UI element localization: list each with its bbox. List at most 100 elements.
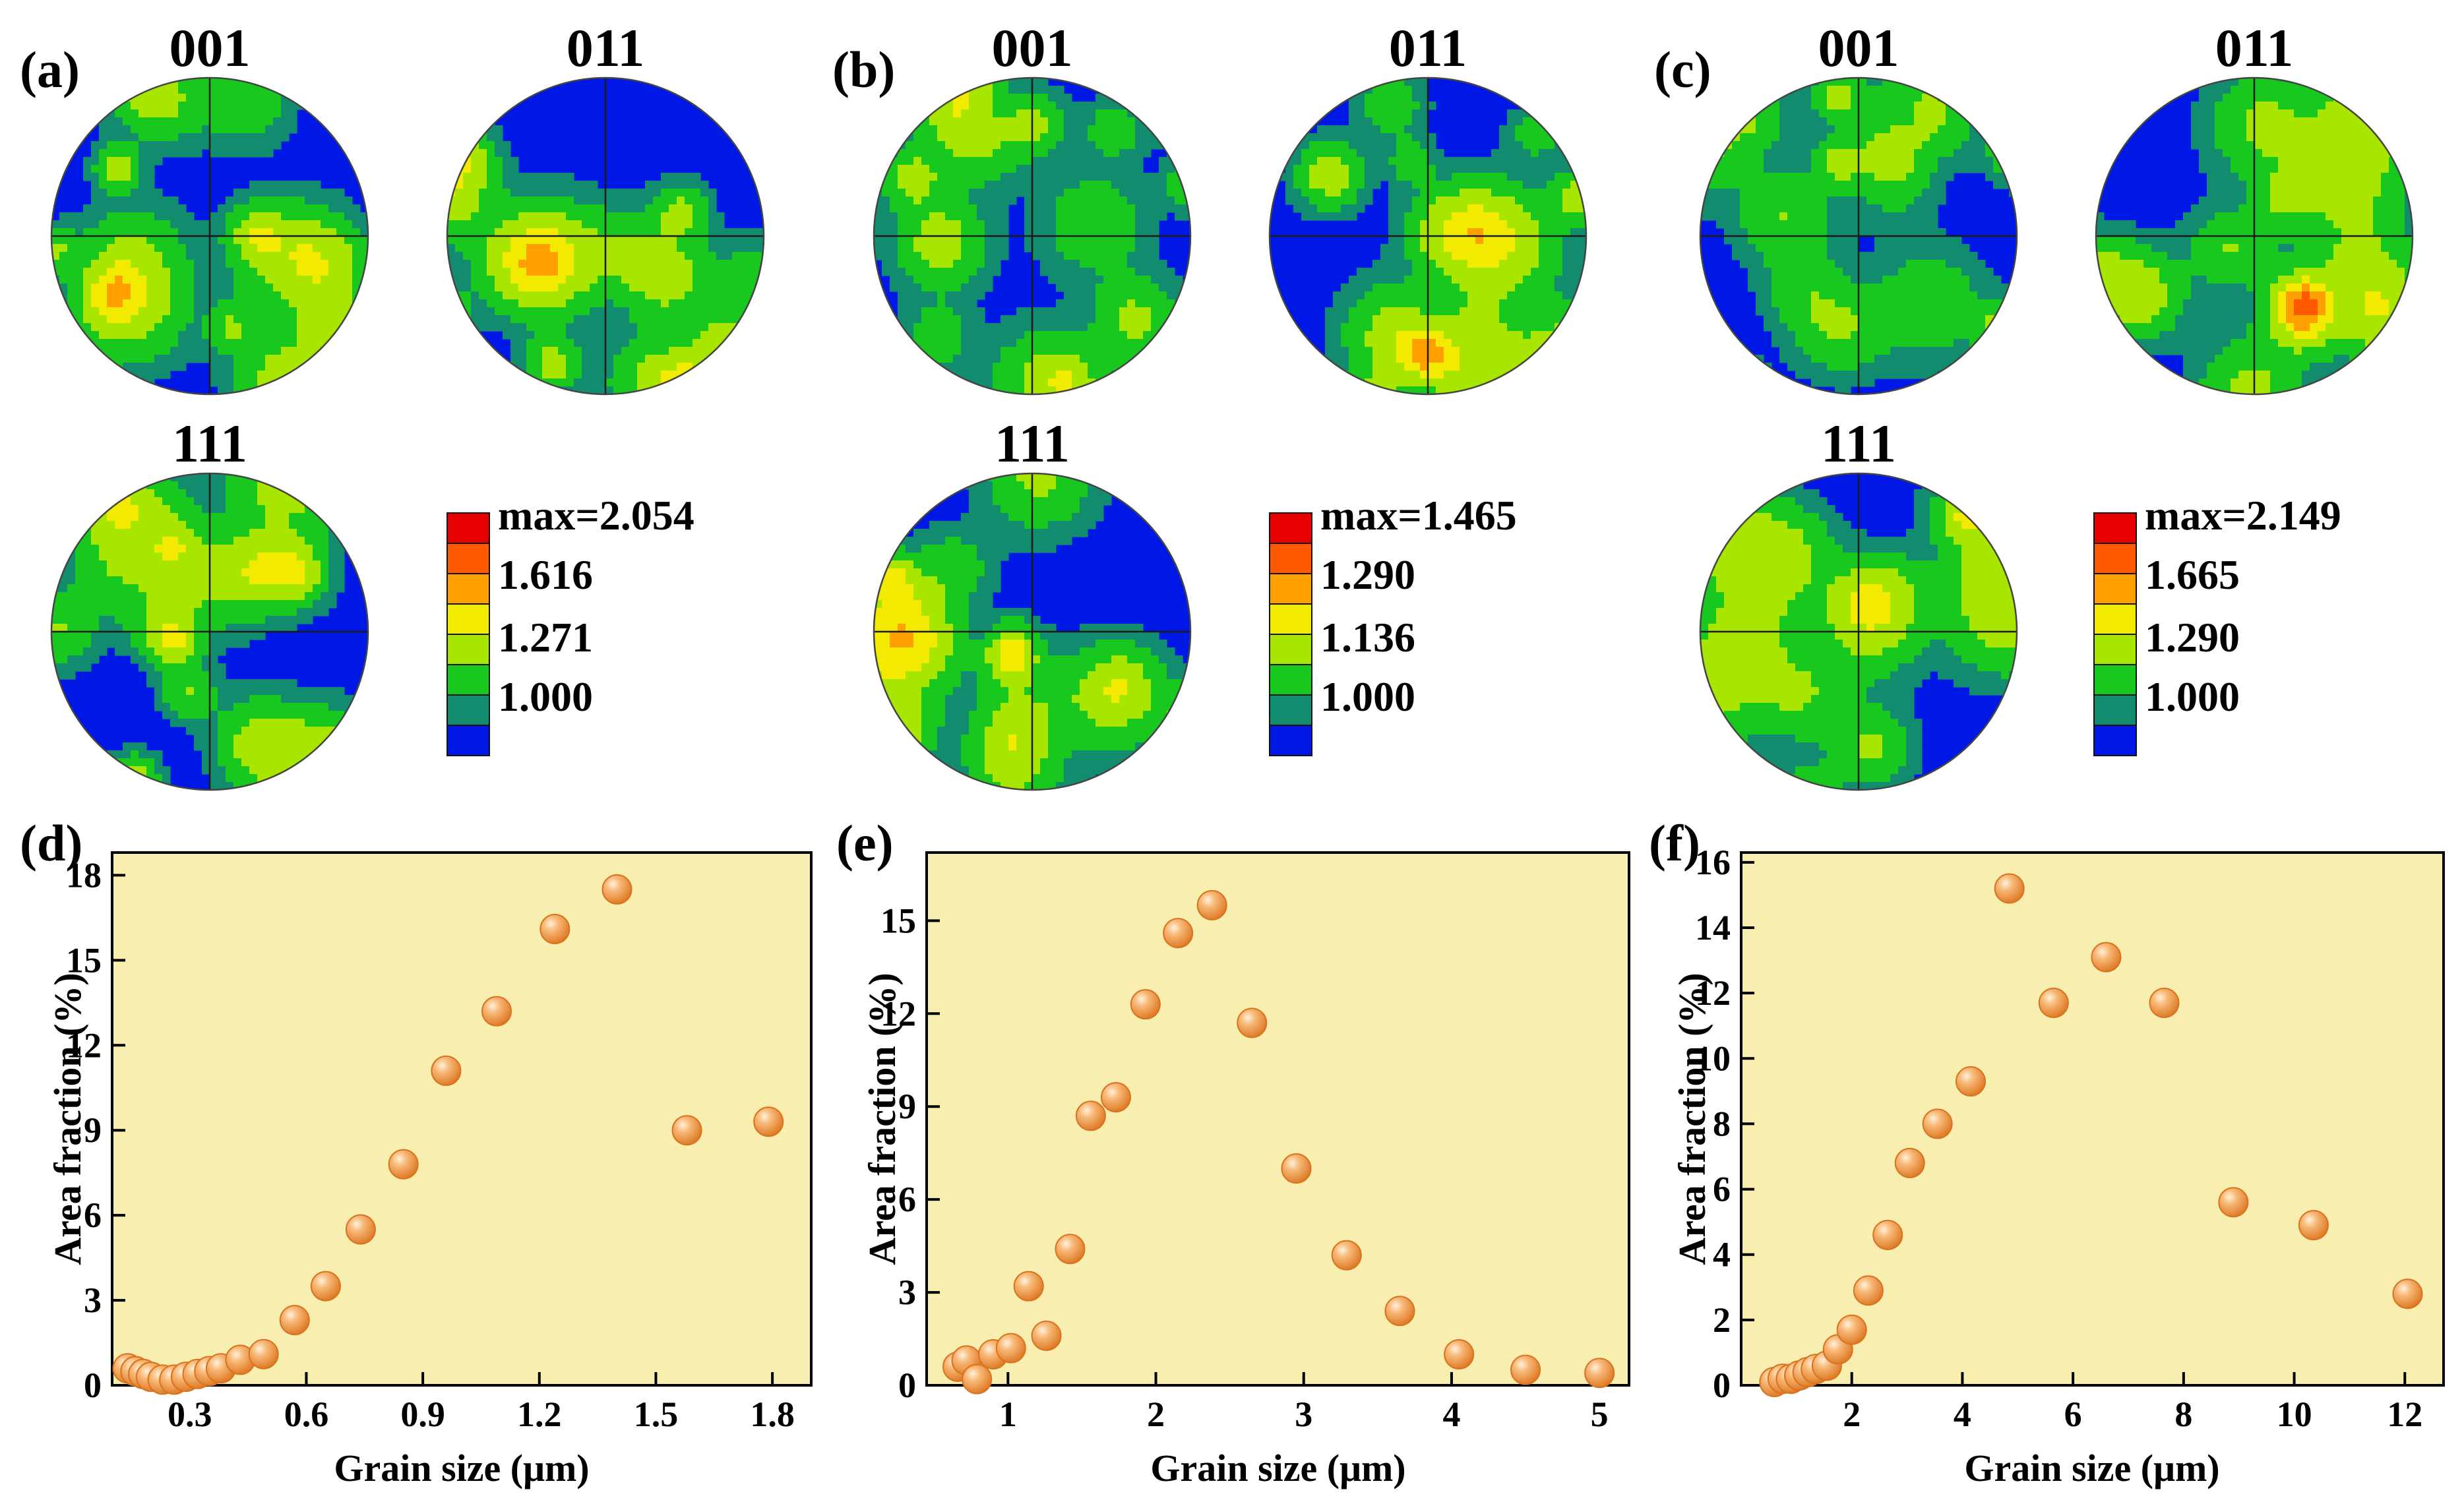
data-point [1872, 1219, 1903, 1250]
x-tick-label: 4 [1442, 1395, 1460, 1434]
x-tick-label: 4 [1954, 1395, 1971, 1434]
legend-swatch [2093, 725, 2137, 756]
legend-label-3: 1.136 [1320, 614, 1415, 661]
pole-figure-011 [2095, 76, 2414, 396]
y-tick-label: 12 [66, 1025, 102, 1065]
data-point [2392, 1278, 2423, 1309]
y-tick-label: 0 [898, 1366, 916, 1405]
x-tick-label: 10 [2277, 1395, 2312, 1434]
y-tick-label: 6 [84, 1195, 102, 1235]
y-tick-label: 15 [880, 901, 916, 940]
legend-swatch [447, 573, 490, 605]
x-tick-label: 12 [2387, 1395, 2422, 1434]
y-tick-label: 18 [66, 855, 102, 895]
pole-figure-title-011: 011 [1389, 18, 1467, 78]
y-tick-label: 10 [1695, 1038, 1731, 1078]
legend-swatch [1269, 664, 1312, 696]
legend-swatch [2093, 512, 2137, 544]
x-tick-label: 3 [1295, 1395, 1312, 1434]
data-point [2298, 1210, 2329, 1241]
legend-swatch [2093, 573, 2137, 605]
data-point [1853, 1275, 1884, 1306]
panel-label: (f) [1649, 814, 1700, 872]
panel-label: (d) [20, 814, 82, 872]
data-point [1130, 989, 1161, 1020]
data-point [1281, 1153, 1312, 1184]
panel-label: (c) [1654, 41, 1711, 98]
x-tick-label: 0.9 [400, 1395, 445, 1434]
y-axis-label: Area fraction (%) [46, 973, 89, 1265]
data-point [2218, 1187, 2249, 1218]
pole-figure-panel-b: (b) 001 011 111 max=1.465 1.290 1.136 1.… [832, 18, 1587, 791]
x-tick-label: 5 [1591, 1395, 1609, 1434]
pole-figure-001 [50, 76, 369, 396]
legend-swatch [1269, 725, 1312, 756]
legend-swatch [447, 664, 490, 696]
legend-swatch [447, 512, 490, 544]
data-point [1994, 873, 2025, 904]
x-tick-label: 8 [2174, 1395, 2192, 1434]
legend-label-3: 1.290 [2145, 614, 2240, 661]
data-point [1196, 889, 1227, 920]
data-point [2149, 988, 2180, 1019]
y-tick-label: 4 [1713, 1235, 1731, 1275]
x-tick-label: 0.6 [284, 1395, 329, 1434]
data-point [1894, 1147, 1925, 1178]
data-point [431, 1055, 462, 1086]
data-point [1384, 1296, 1415, 1327]
legend-swatch [1269, 573, 1312, 605]
pole-figure-title-111: 111 [1821, 413, 1896, 473]
legend-swatch [2093, 634, 2137, 665]
data-point [1836, 1314, 1867, 1345]
pole-figure-001 [873, 76, 1192, 396]
legend-swatch [1269, 543, 1312, 574]
legend-label-2: 1.290 [1320, 551, 1415, 598]
legend-label-max: max=2.149 [2145, 492, 2341, 539]
data-point [601, 874, 632, 905]
data-point [388, 1149, 419, 1180]
pole-figure-title-111: 111 [172, 413, 247, 473]
x-axis-label: Grain size (μm) [1150, 1447, 1405, 1489]
data-point [1237, 1007, 1268, 1038]
grain-size-chart-d: (d) Area fraction (%) Grain size (μm) 0.… [20, 814, 813, 1489]
legend-swatch [447, 694, 490, 726]
y-tick-label: 15 [66, 940, 102, 980]
x-tick-label: 2 [1147, 1395, 1165, 1434]
data-point [345, 1214, 376, 1245]
y-tick-label: 8 [1713, 1104, 1731, 1143]
data-point [753, 1106, 784, 1137]
data-point [1031, 1320, 1062, 1351]
y-tick-label: 12 [1695, 973, 1731, 1013]
y-tick-label: 2 [1713, 1300, 1731, 1340]
pole-figure-111 [50, 472, 369, 791]
intensity-legend [1269, 512, 1312, 756]
legend-swatch [2093, 664, 2137, 696]
panel-label: (a) [20, 41, 80, 98]
plot-area [925, 851, 1630, 1387]
data-point [962, 1364, 993, 1395]
data-point [1956, 1066, 1987, 1096]
y-tick-label: 3 [898, 1273, 916, 1312]
x-tick-label: 1 [999, 1395, 1017, 1434]
legend-label-4: 1.000 [498, 673, 593, 720]
intensity-legend [447, 512, 490, 756]
pole-figure-title-011: 011 [567, 18, 644, 78]
y-tick-label: 6 [898, 1180, 916, 1219]
legend-swatch [1269, 634, 1312, 665]
data-point [279, 1305, 310, 1336]
y-tick-label: 3 [84, 1280, 102, 1320]
legend-swatch [1269, 603, 1312, 635]
data-point [1100, 1082, 1131, 1113]
data-point [1055, 1234, 1086, 1265]
data-point [539, 914, 570, 945]
x-tick-label: 1.5 [634, 1395, 679, 1434]
data-point [995, 1333, 1026, 1364]
legend-label-max: max=1.465 [1320, 492, 1517, 539]
pole-figure-001 [1699, 76, 2018, 396]
y-tick-label: 9 [84, 1110, 102, 1150]
legend-swatch [447, 603, 490, 635]
data-point [1444, 1339, 1475, 1370]
intensity-legend [2093, 512, 2137, 756]
data-point [2038, 988, 2069, 1019]
